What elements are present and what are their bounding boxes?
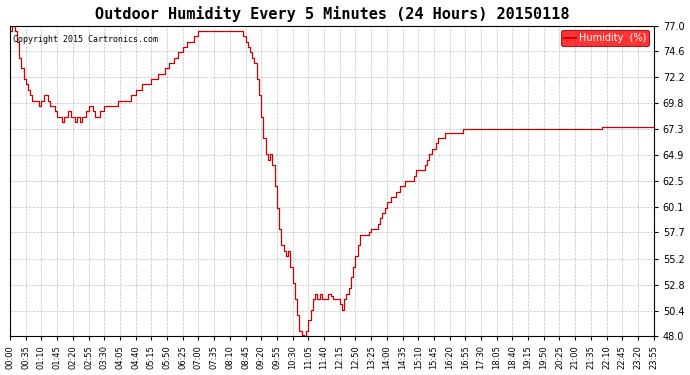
Title: Outdoor Humidity Every 5 Minutes (24 Hours) 20150118: Outdoor Humidity Every 5 Minutes (24 Hou…	[95, 6, 569, 21]
Text: Copyright 2015 Cartronics.com: Copyright 2015 Cartronics.com	[13, 35, 158, 44]
Legend: Humidity  (%): Humidity (%)	[561, 30, 649, 46]
